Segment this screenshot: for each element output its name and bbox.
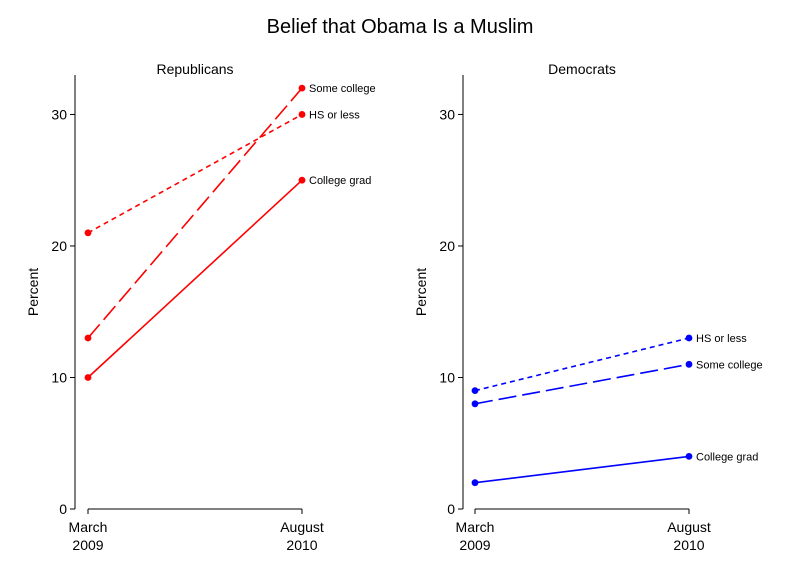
series-label: HS or less	[309, 109, 360, 121]
data-point	[471, 479, 479, 487]
series-label: College grad	[309, 175, 371, 187]
data-point	[298, 84, 306, 92]
chart-title: Belief that Obama Is a Muslim	[267, 16, 534, 38]
y-axis-label: Percent	[25, 268, 41, 316]
x-tick-label: March	[69, 519, 108, 535]
data-point	[298, 176, 306, 184]
series-some-college: Some college	[84, 83, 376, 342]
series-hs-or-less: HS or less	[471, 333, 747, 395]
panel-republicans: Republicans 0 10 20 30 Percent March 2009 August…	[25, 61, 376, 553]
series-line	[87, 179, 303, 379]
series-line	[87, 113, 303, 234]
x-tick-label: 2010	[286, 537, 317, 553]
y-axis-label: Percent	[413, 268, 429, 316]
y-tick-label: 10	[51, 369, 67, 385]
y-tick-label: 20	[51, 238, 67, 254]
x-tick-label: March	[456, 519, 495, 535]
series-hs-or-less: HS or less	[84, 109, 360, 237]
chart-panels: Republicans 0 10 20 30 Percent March 2009 August…	[25, 61, 763, 553]
series-line	[474, 363, 690, 405]
series-line	[474, 337, 690, 392]
y-tick-label: 30	[51, 106, 67, 122]
y-tick-label: 0	[447, 501, 455, 517]
panel-democrats: Democrats 0 10 20 30 Percent March 2009 August 20…	[413, 61, 763, 553]
series-label: Some college	[309, 83, 376, 95]
x-tick-label: August	[667, 519, 711, 535]
data-point	[84, 334, 92, 342]
data-point	[685, 360, 693, 368]
panel-title: Democrats	[548, 61, 616, 77]
series-college-grad: College grad	[84, 175, 371, 381]
x-tick-label: August	[280, 519, 324, 535]
data-point	[471, 387, 479, 395]
y-tick-label: 30	[439, 106, 455, 122]
y-tick-label: 0	[59, 501, 67, 517]
data-point	[685, 334, 693, 342]
y-tick-label: 20	[439, 238, 455, 254]
series-label: College grad	[696, 451, 758, 463]
series-label: Some college	[696, 359, 763, 371]
data-point	[84, 374, 92, 381]
data-point	[84, 229, 92, 237]
x-tick-label: 2009	[459, 537, 490, 553]
x-tick-label: 2009	[72, 537, 103, 553]
data-point	[685, 452, 693, 460]
y-tick-label: 10	[439, 369, 455, 385]
series-line	[474, 455, 690, 484]
series-line	[87, 87, 303, 339]
series-label: HS or less	[696, 333, 747, 345]
data-point	[471, 400, 479, 408]
panel-title: Republicans	[156, 61, 233, 77]
series-college-grad: College grad	[471, 451, 758, 487]
data-point	[298, 111, 306, 118]
x-tick-label: 2010	[673, 537, 704, 553]
series-some-college: Some college	[471, 359, 763, 408]
